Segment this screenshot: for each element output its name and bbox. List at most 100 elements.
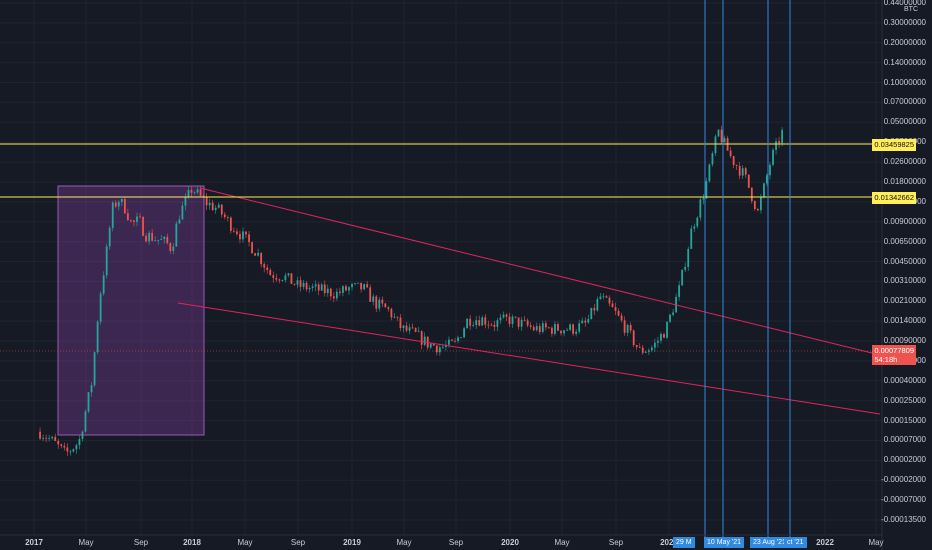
candle-body (314, 284, 317, 287)
candle-body (275, 277, 278, 280)
candle-body (290, 273, 293, 284)
date-marker-tag-3[interactable]: 23 Aug '21 (750, 537, 789, 548)
candle (399, 313, 402, 332)
candle-body (81, 431, 84, 440)
candle-body (166, 236, 169, 244)
candle-body (557, 324, 559, 331)
candle (372, 293, 375, 306)
candle-body (87, 392, 90, 412)
candle-body (69, 451, 72, 453)
candle (157, 239, 160, 245)
candle (502, 311, 505, 319)
candle (54, 433, 57, 442)
level-tag-upper[interactable]: 0.03459825 (872, 139, 916, 151)
candle-body (766, 175, 768, 184)
candle-body (266, 267, 269, 270)
candle-body (339, 291, 341, 293)
candle-body (323, 284, 326, 294)
candle-body (117, 201, 120, 207)
level-tag-lower[interactable]: 0.01342662 (872, 192, 916, 204)
candle-body (320, 284, 323, 291)
y-tick-label: 0.00007000 (883, 435, 926, 445)
candle (678, 281, 681, 301)
x-tick-label: 2018 (183, 538, 201, 547)
candle (172, 243, 175, 255)
candle-body (711, 153, 714, 165)
candle-body (435, 345, 438, 353)
candle-body (251, 242, 253, 254)
candle (299, 276, 302, 292)
candle-body (460, 337, 462, 339)
candle (499, 313, 502, 324)
candle (117, 200, 120, 211)
candle-body (260, 252, 263, 265)
candle-body (142, 217, 144, 236)
candle (547, 326, 550, 329)
y-tick-label: 0.01800000 (883, 176, 926, 186)
candle-body (472, 325, 475, 326)
candle (184, 193, 187, 211)
y-tick-label: -0.00007000 (881, 495, 926, 505)
candle (460, 336, 462, 339)
candle-body (696, 217, 699, 227)
candle-body (657, 340, 659, 343)
candle (384, 302, 387, 308)
candle-body (130, 219, 132, 221)
candle (438, 343, 441, 356)
candle (120, 198, 123, 206)
candle (245, 231, 247, 239)
x-tick-label: 2019 (343, 538, 361, 547)
candle-body (778, 141, 780, 144)
x-tick-label: May (868, 538, 884, 547)
candle-body (48, 438, 51, 439)
candle (248, 231, 250, 247)
candle (684, 262, 687, 273)
candle (772, 147, 774, 167)
candle (723, 135, 726, 143)
candle-body (199, 189, 202, 196)
y-tick-label: 0.00310000 (883, 276, 926, 286)
y-tick-label: 0.02600000 (883, 157, 926, 167)
candle-body (317, 284, 320, 291)
candle (753, 200, 756, 211)
candle-body (157, 239, 160, 241)
candle-body (366, 284, 369, 288)
candle-body (229, 217, 232, 231)
candle-body (466, 318, 469, 329)
candle (342, 284, 344, 297)
date-marker-tag-1[interactable]: 29 M (673, 537, 695, 548)
candle-body (390, 308, 393, 318)
x-tick-label: Sep (448, 538, 464, 547)
candle-body (308, 287, 311, 290)
candle (378, 297, 381, 312)
candle-body (205, 197, 208, 206)
candle (236, 228, 238, 237)
candle-body (223, 214, 226, 218)
candle (160, 234, 163, 241)
x-tick-label: May (78, 538, 94, 547)
candle-body (566, 329, 568, 331)
candle-body (590, 307, 593, 320)
candle-body (193, 192, 196, 194)
candle-body (650, 347, 653, 351)
candle (387, 306, 390, 312)
date-marker-tag-4[interactable]: ct '21 (784, 537, 807, 548)
y-tick-label: 0.00450000 (883, 256, 926, 266)
candle-body (375, 296, 378, 309)
candle (163, 235, 166, 244)
candle-body (66, 447, 69, 452)
candle (93, 351, 96, 388)
candle (326, 284, 329, 297)
candle-body (372, 296, 375, 302)
candle (75, 443, 78, 454)
date-marker-tag-2[interactable]: 10 May '21 (704, 537, 745, 548)
candle (641, 344, 644, 355)
candle (275, 273, 278, 282)
candle (87, 392, 90, 414)
candle-body (257, 252, 260, 256)
candle (466, 318, 469, 329)
candle (596, 296, 599, 312)
candle (335, 288, 338, 301)
